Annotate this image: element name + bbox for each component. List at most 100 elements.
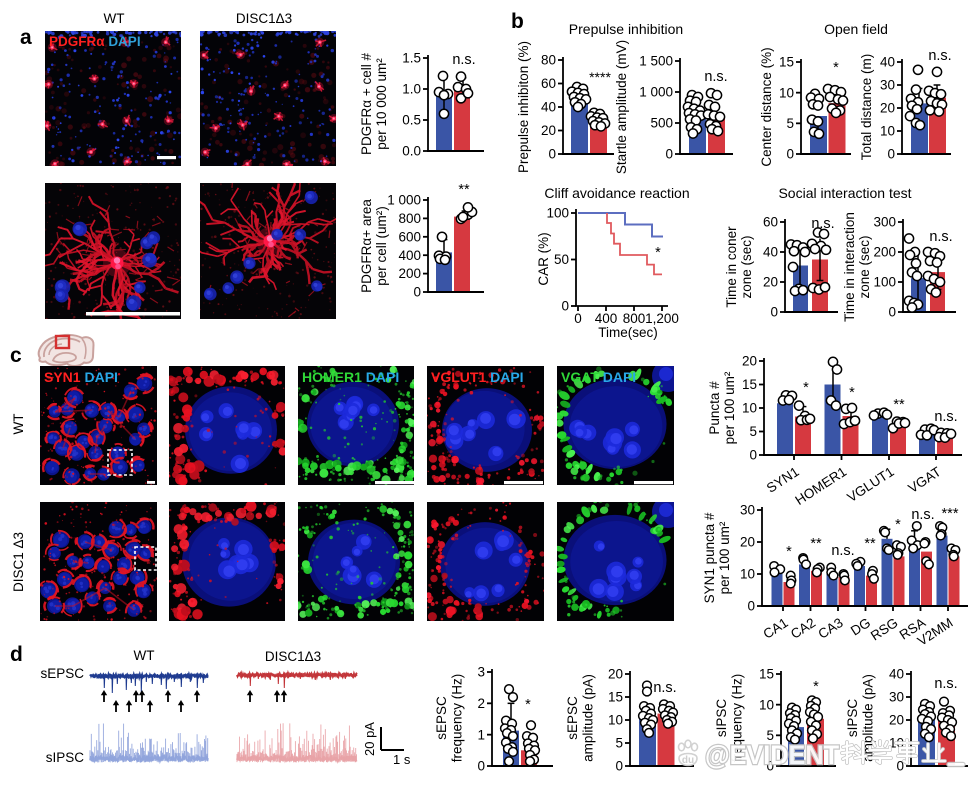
svg-text:n.s.: n.s.	[704, 69, 727, 85]
svg-text:20: 20	[889, 713, 904, 728]
svg-text:SYN1 puncta #: SYN1 puncta #	[702, 512, 717, 603]
svg-text:1: 1	[477, 727, 485, 742]
svg-text:per 100 um²: per 100 um²	[717, 521, 732, 594]
svg-text:c: c	[10, 344, 22, 367]
svg-text:**: **	[893, 397, 905, 413]
svg-text:DISC1Δ3: DISC1Δ3	[236, 11, 292, 26]
svg-text:0: 0	[413, 285, 421, 300]
svg-text:sEPSC: sEPSC	[40, 666, 84, 681]
svg-text:1.5: 1.5	[402, 51, 421, 66]
svg-text:*: *	[525, 697, 531, 713]
svg-text:100: 100	[546, 206, 569, 221]
svg-text:Center distance (%): Center distance (%)	[759, 47, 774, 166]
svg-text:20: 20	[608, 667, 623, 682]
svg-text:40: 40	[889, 667, 904, 682]
svg-text:2: 2	[477, 696, 485, 711]
svg-text:*: *	[786, 544, 792, 560]
svg-text:sEPSC: sEPSC	[565, 696, 580, 740]
svg-text:0: 0	[896, 759, 904, 774]
svg-text:500: 500	[650, 116, 673, 131]
svg-text:0: 0	[749, 448, 757, 463]
svg-text:30: 30	[880, 78, 895, 93]
svg-text:*: *	[895, 517, 901, 533]
svg-text:15: 15	[759, 667, 774, 682]
svg-text:10: 10	[608, 713, 623, 728]
svg-text:HOMER1 DAPI: HOMER1 DAPI	[302, 369, 399, 385]
svg-text:10: 10	[759, 697, 774, 712]
svg-text:@EVIDENT: @EVIDENT	[705, 740, 839, 770]
svg-text:0: 0	[477, 759, 485, 774]
svg-text:amplitude (pA): amplitude (pA)	[861, 674, 876, 762]
svg-text:40: 40	[541, 100, 556, 115]
svg-text:200: 200	[873, 245, 896, 260]
svg-text:5: 5	[749, 424, 757, 439]
svg-text:sIPSC: sIPSC	[845, 699, 860, 738]
svg-text:n.s.: n.s.	[831, 543, 854, 559]
svg-text:sIPSC: sIPSC	[46, 750, 85, 765]
svg-text:per cell (um²): per cell (um²)	[374, 206, 389, 286]
svg-text:50: 50	[554, 252, 569, 267]
svg-text:5: 5	[766, 728, 774, 743]
svg-text:Open field: Open field	[824, 21, 888, 37]
svg-text:1.0: 1.0	[402, 82, 421, 97]
svg-text:60: 60	[541, 76, 556, 91]
svg-text:SYN1 DAPI: SYN1 DAPI	[44, 369, 118, 385]
svg-text:WT: WT	[104, 11, 125, 26]
svg-text:20: 20	[763, 275, 778, 290]
svg-text:10: 10	[742, 401, 757, 416]
svg-text:0: 0	[574, 311, 582, 326]
svg-text:800: 800	[623, 311, 646, 326]
svg-text:Cliff avoidance reaction: Cliff avoidance reaction	[544, 185, 689, 201]
svg-text:0: 0	[665, 147, 673, 162]
svg-text:5: 5	[615, 736, 623, 751]
svg-text:15: 15	[742, 377, 757, 392]
svg-text:1 s: 1 s	[393, 752, 411, 767]
svg-text:60: 60	[763, 215, 778, 230]
svg-text:n.s.: n.s.	[928, 48, 951, 64]
svg-text:100: 100	[873, 275, 896, 290]
svg-text:3: 3	[477, 665, 485, 680]
svg-text:1 500: 1 500	[639, 54, 673, 69]
svg-text:PDGFRα + cell #: PDGFRα + cell #	[359, 53, 374, 155]
svg-text:*: *	[849, 385, 855, 401]
svg-text:n.s.: n.s.	[934, 676, 957, 692]
svg-text:*: *	[803, 380, 809, 396]
svg-text:20: 20	[742, 354, 757, 369]
svg-text:n.s.: n.s.	[934, 409, 957, 425]
svg-text:d: d	[10, 643, 23, 666]
svg-text:**: **	[864, 536, 876, 552]
svg-text:800: 800	[398, 211, 421, 226]
svg-text:frequency (Hz): frequency (Hz)	[450, 674, 465, 763]
svg-text:40: 40	[880, 55, 895, 70]
svg-text:amplitude (pA): amplitude (pA)	[581, 674, 596, 762]
svg-text:Total distance (m): Total distance (m)	[859, 54, 874, 161]
svg-text:0: 0	[766, 759, 774, 774]
svg-text:WT: WT	[11, 414, 26, 435]
svg-text:10: 10	[880, 124, 895, 139]
svg-text:1 000: 1 000	[639, 85, 673, 100]
svg-text:0: 0	[561, 299, 569, 314]
svg-text:*: *	[655, 245, 661, 261]
svg-text:600: 600	[398, 229, 421, 244]
svg-text:n.s.: n.s.	[653, 680, 676, 696]
svg-text:sIPSC: sIPSC	[714, 699, 729, 738]
svg-text:Prepulse inhibition: Prepulse inhibition	[569, 21, 683, 37]
svg-text:frequency (Hz): frequency (Hz)	[730, 674, 745, 763]
svg-text:0: 0	[615, 759, 623, 774]
svg-text:30: 30	[740, 503, 755, 518]
svg-text:Time in coner: Time in coner	[724, 226, 739, 308]
svg-text:5: 5	[786, 116, 794, 131]
svg-text:20: 20	[740, 535, 755, 550]
svg-text:0.0: 0.0	[402, 144, 421, 159]
svg-text:0: 0	[747, 599, 755, 614]
svg-text:*: *	[833, 60, 839, 76]
svg-text:Time(sec): Time(sec)	[598, 325, 658, 340]
svg-text:1 000: 1 000	[387, 193, 421, 208]
svg-text:15: 15	[779, 55, 794, 70]
svg-text:20: 20	[880, 101, 895, 116]
svg-text:PDGFRα+ area: PDGFRα+ area	[359, 199, 374, 293]
svg-text:VGAT DAPI: VGAT DAPI	[561, 369, 636, 385]
svg-text:Puncta #: Puncta #	[707, 381, 722, 435]
svg-text:Startle amplitude (mV): Startle amplitude (mV)	[614, 40, 629, 174]
svg-text:Social interaction test: Social interaction test	[778, 185, 911, 201]
